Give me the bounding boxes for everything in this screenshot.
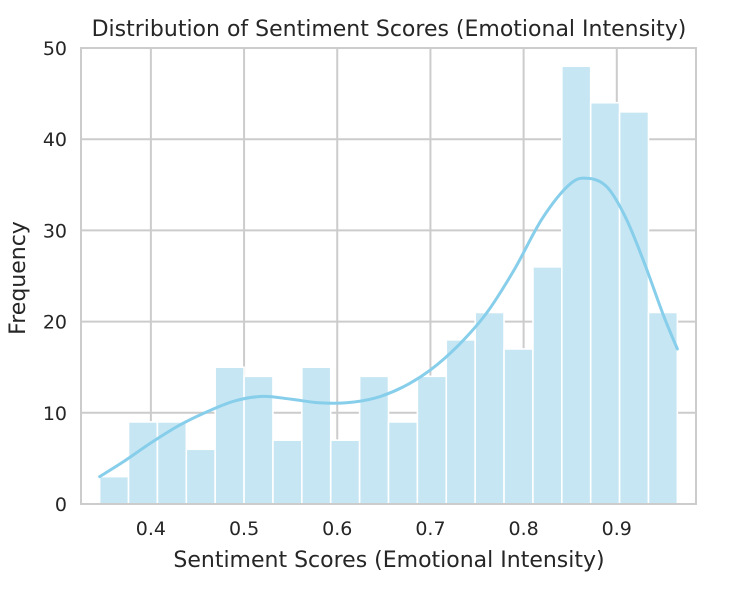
histogram-bar — [416, 375, 448, 505]
kde-curve — [98, 176, 679, 479]
x-tick-label: 0.7 — [415, 518, 445, 540]
histogram-bar — [503, 348, 534, 505]
y-tick-label: 20 — [43, 312, 67, 334]
histogram-bar — [127, 421, 159, 505]
kde-curve-layer — [98, 176, 679, 479]
histogram-bar — [589, 101, 621, 505]
y-tick-label: 50 — [43, 38, 67, 60]
axes-frame — [80, 47, 697, 505]
x-tick-label: 0.8 — [509, 518, 539, 540]
x-tick-labels: 0.4 0.5 0.6 0.7 0.8 0.9 — [136, 518, 632, 540]
histogram-bar — [272, 439, 303, 505]
histogram-bar — [618, 111, 650, 505]
histogram-bar — [329, 439, 361, 505]
histogram-bar — [214, 366, 245, 505]
y-tick-label: 30 — [43, 220, 67, 242]
y-axis-label: Frequency — [6, 221, 31, 335]
y-tick-label: 10 — [43, 403, 67, 425]
histogram-bar — [532, 266, 563, 505]
histogram-bar — [98, 475, 130, 505]
x-tick-label: 0.6 — [322, 518, 352, 540]
y-tick-label: 40 — [43, 129, 67, 151]
y-tick-labels: 0 10 20 30 40 50 — [43, 38, 67, 516]
histogram-bar — [387, 421, 419, 505]
histogram-bar — [561, 65, 592, 505]
histogram-bar — [301, 366, 332, 505]
histogram-bar — [185, 448, 216, 505]
x-tick-label: 0.9 — [602, 518, 632, 540]
x-tick-label: 0.4 — [136, 518, 166, 540]
chart-title: Distribution of Sentiment Scores (Emotio… — [92, 17, 687, 42]
x-tick-label: 0.5 — [229, 518, 259, 540]
histogram-bar — [445, 339, 476, 505]
histogram-bars — [98, 65, 679, 505]
x-axis-label: Sentiment Scores (Emotional Intensity) — [173, 548, 604, 573]
histogram-bar — [474, 311, 505, 505]
y-tick-label: 0 — [55, 494, 67, 516]
